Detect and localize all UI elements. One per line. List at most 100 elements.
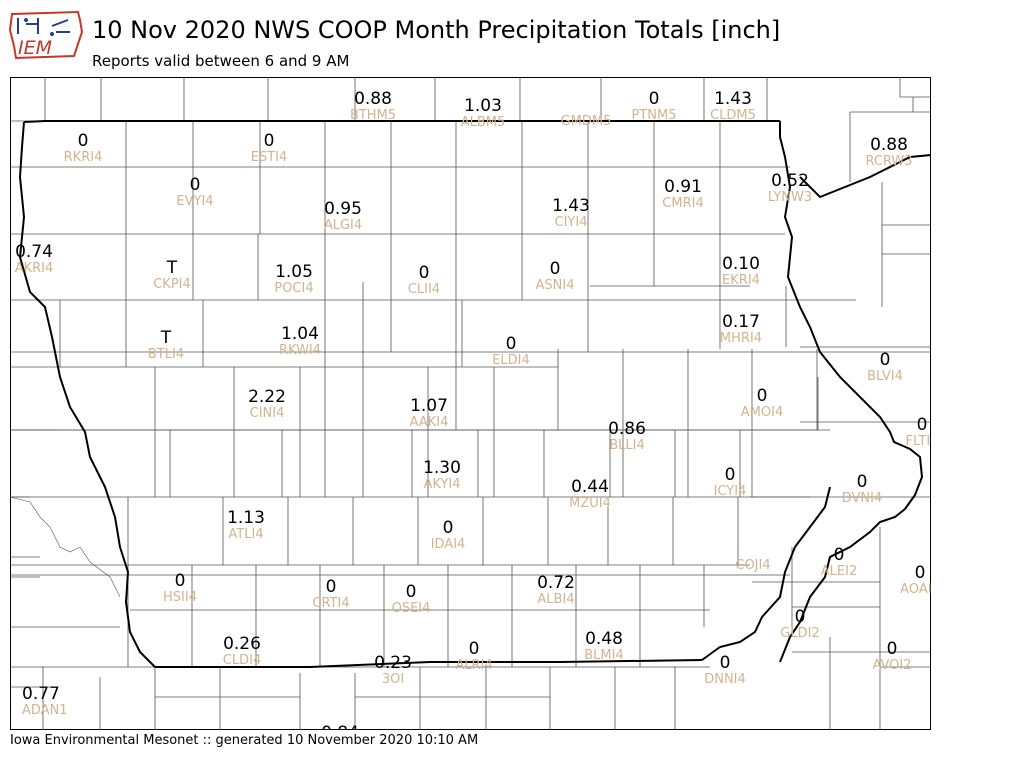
station-value: 0 — [506, 334, 517, 354]
station-value: 0 — [326, 577, 337, 597]
station-id-label: LYNW3 — [768, 190, 812, 205]
station-id-label: AAKI4 — [410, 415, 449, 430]
station-id-label: CKPI4 — [153, 277, 191, 292]
station-id-label: ICYI4 — [714, 484, 747, 499]
station-value: 0.77 — [22, 684, 60, 704]
station-id-label: PTNM5 — [632, 108, 677, 123]
station-value: 0 — [917, 415, 928, 435]
station-value: 0 — [915, 563, 926, 583]
station-id-label: COJI4 — [735, 558, 770, 573]
station-id-label: CIYI4 — [555, 215, 588, 230]
station-value: 0 — [887, 639, 898, 659]
station-id-label: ADAN1 — [22, 703, 68, 718]
station-value: 0.44 — [571, 477, 609, 497]
station-id-label: ATLI4 — [228, 527, 263, 542]
station-id-label: AKYI4 — [423, 477, 460, 492]
station-id-label: HSII4 — [163, 590, 197, 605]
station-id-label: DNNI4 — [704, 672, 746, 687]
station-id-label: EVYI4 — [176, 194, 213, 209]
station-id-label: CLDM5 — [710, 108, 756, 123]
state-boundaries — [18, 120, 931, 668]
station-id-label: GMDM5 — [561, 114, 612, 129]
station-value: 0 — [857, 472, 868, 492]
station-flti2: 0FLTI2 — [906, 415, 931, 449]
station-id-label: ASNI4 — [536, 278, 575, 293]
station-value: 1.07 — [410, 396, 448, 416]
station-id-label: ESTI4 — [251, 150, 288, 165]
station-id-label: BTLI4 — [148, 347, 184, 362]
station-id-label: AVOI2 — [872, 658, 911, 673]
station-id-label: BLVI4 — [867, 369, 903, 384]
station-value: 0.48 — [585, 629, 623, 649]
logo-text: IEM — [18, 37, 52, 59]
station-id-label: POCI4 — [274, 281, 313, 296]
station-id-label: MZUI4 — [569, 496, 611, 511]
station-value: 0 — [795, 607, 806, 627]
station-id-label: CMRI4 — [662, 196, 703, 211]
station-id-label: CRTI4 — [312, 596, 349, 611]
station-value: 1.43 — [552, 196, 590, 216]
station-value: 0 — [443, 518, 454, 538]
station-id-label: IDAI4 — [431, 537, 466, 552]
station-id-label: DVNI4 — [842, 491, 883, 506]
station-value: 0 — [834, 545, 845, 565]
station-id-label: RKRI4 — [64, 150, 103, 165]
precipitation-map: 0.88 BTHM5 1.03 ALBM5 GMDM5 0 PTNM5 1.43 CLDM5 0 R… — [10, 77, 931, 730]
station-value: 0.52 — [771, 171, 809, 191]
map-subtitle: Reports valid between 6 and 9 AM — [92, 52, 350, 70]
station-value: 0.23 — [374, 653, 412, 673]
station-value: 0 — [880, 350, 891, 370]
station-value: 0.95 — [324, 199, 362, 219]
station-value: 0 — [190, 175, 201, 195]
map-frame — [10, 77, 931, 730]
station-gmdm5: GMDM5 — [561, 114, 612, 129]
station-value: 0 — [550, 259, 561, 279]
station-id-label: EKRI4 — [722, 273, 760, 288]
station-id-label: GLDI2 — [780, 626, 819, 641]
station-id-label: AOAI2 — [900, 582, 931, 597]
station-coji4: COJI4 — [735, 558, 770, 573]
station-value: 1.05 — [275, 262, 313, 282]
station-alxm7: 0.84ALXM7 — [321, 723, 359, 730]
station-id-label: MHRI4 — [720, 331, 762, 346]
station-value: 1.03 — [464, 96, 502, 116]
station-id-label: ALBI4 — [537, 592, 574, 607]
station-id-label: ALEI2 — [821, 564, 857, 579]
station-id-label: ALGI4 — [324, 218, 362, 233]
station-value: 0.86 — [608, 419, 646, 439]
